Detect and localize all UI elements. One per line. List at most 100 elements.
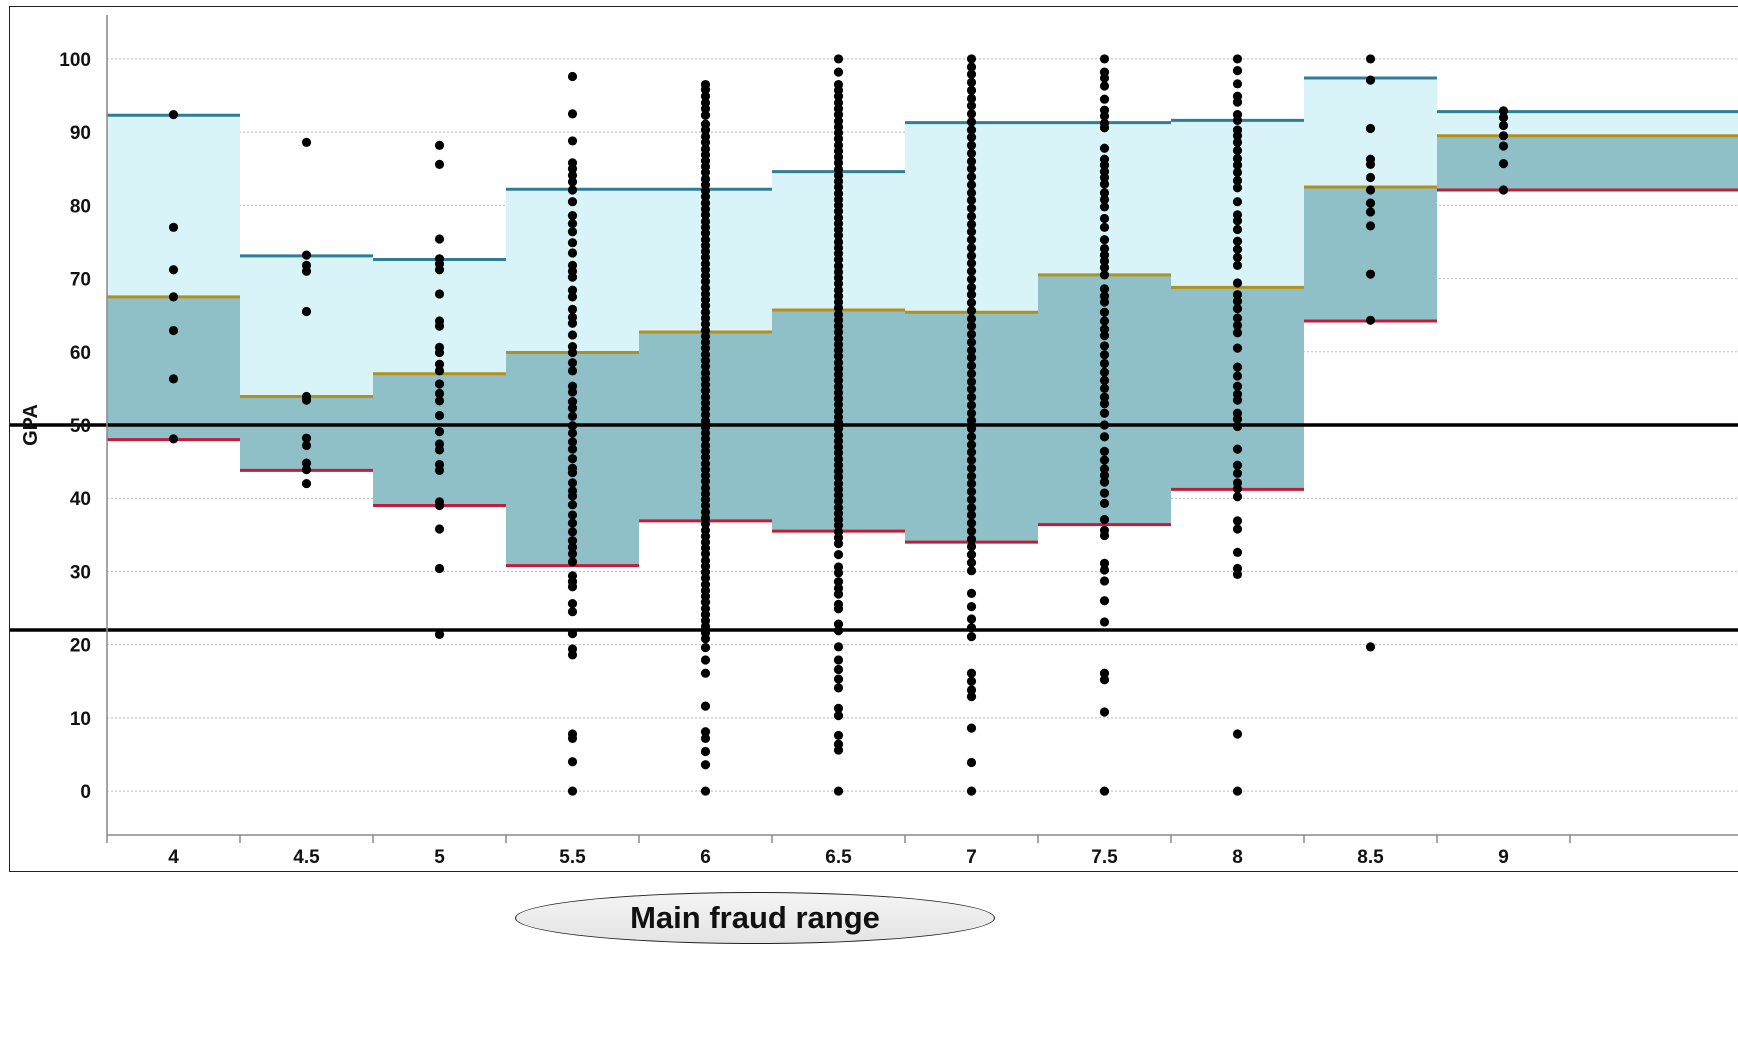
data-point [434, 629, 445, 639]
data-point [966, 290, 977, 300]
data-point [833, 568, 844, 578]
y-tick-label: 50 [70, 416, 91, 437]
data-point [567, 437, 578, 447]
data-point [1099, 262, 1110, 273]
data-point [1099, 73, 1110, 83]
data-point [1365, 198, 1376, 208]
data-point [1099, 617, 1110, 627]
data-point [434, 289, 445, 299]
data-point [1232, 260, 1243, 270]
data-point [966, 117, 977, 127]
data-point [1099, 81, 1110, 91]
data-point [567, 557, 578, 567]
data-point [700, 655, 711, 665]
data-point [1365, 185, 1376, 195]
x-tick-label: 5 [434, 847, 445, 868]
data-point [966, 93, 977, 104]
data-point [966, 369, 977, 379]
main-fraud-range-badge[interactable]: Main fraud range [515, 892, 995, 944]
data-point [567, 219, 578, 229]
data-point [301, 306, 312, 317]
data-point [833, 604, 844, 614]
data-point [1099, 675, 1110, 685]
data-point [833, 134, 844, 144]
data-point [1232, 460, 1243, 470]
data-point [966, 101, 977, 111]
data-point [1232, 313, 1243, 323]
data-point [700, 125, 711, 135]
data-point [1232, 66, 1243, 76]
data-point [1232, 729, 1243, 739]
y-tick-label: 60 [70, 343, 91, 364]
x-tick-label: 7 [966, 847, 977, 868]
data-point [966, 471, 977, 481]
data-point [1232, 183, 1243, 193]
data-point [966, 534, 977, 544]
data-point [1099, 324, 1110, 334]
data-point [966, 455, 977, 465]
data-point [700, 642, 711, 653]
data-point [966, 148, 977, 158]
data-point [1099, 596, 1110, 606]
y-tick-label: 0 [80, 782, 91, 803]
data-point [966, 274, 977, 284]
band-lower-region [240, 396, 373, 471]
x-tick-label: 8 [1232, 847, 1243, 868]
data-point [168, 265, 179, 275]
data-point [434, 524, 445, 534]
data-point [966, 447, 977, 457]
data-point [1232, 290, 1243, 300]
y-tick-label: 40 [70, 489, 91, 510]
data-point [1232, 303, 1243, 314]
data-point [700, 167, 711, 178]
data-point [1099, 668, 1110, 678]
x-tick-label: 4 [168, 847, 179, 868]
y-tick-label: 90 [70, 123, 91, 144]
data-point [700, 410, 711, 420]
data-point [833, 642, 844, 652]
data-point [966, 757, 977, 768]
x-tick-label: 6 [700, 847, 711, 868]
data-point [1232, 137, 1243, 147]
data-point [1232, 421, 1243, 432]
data-point [1099, 213, 1110, 224]
data-point [700, 733, 711, 743]
data-point [700, 597, 711, 607]
data-point [700, 191, 711, 202]
data-point [833, 655, 844, 665]
data-point [1232, 516, 1243, 526]
data-point [833, 786, 844, 796]
data-point [434, 359, 445, 369]
data-point [966, 541, 977, 552]
data-point [700, 519, 711, 529]
band-upper-region [1437, 111, 1738, 136]
data-point [966, 77, 977, 87]
data-point [1099, 235, 1110, 245]
data-point [833, 109, 844, 120]
data-point [1498, 131, 1509, 141]
data-point [966, 156, 977, 167]
data-point [567, 185, 578, 195]
data-point [966, 282, 977, 292]
data-point [1099, 341, 1110, 351]
data-point [567, 582, 578, 592]
data-point [567, 518, 578, 528]
data-point [1232, 320, 1243, 331]
data-point [567, 786, 578, 796]
data-point [1232, 131, 1243, 141]
data-point [434, 410, 445, 421]
data-point [1498, 120, 1509, 131]
data-point [833, 520, 844, 530]
data-point [1099, 446, 1110, 456]
data-point [1498, 159, 1509, 169]
data-point [567, 197, 578, 207]
data-point [301, 458, 312, 468]
data-point [966, 314, 977, 324]
data-point [700, 110, 711, 120]
data-point [567, 444, 578, 454]
data-point [1365, 269, 1376, 279]
main-fraud-range-label: Main fraud range [630, 900, 880, 935]
data-point [434, 445, 445, 455]
data-point [567, 757, 578, 767]
x-tick-label: 9 [1498, 847, 1509, 868]
